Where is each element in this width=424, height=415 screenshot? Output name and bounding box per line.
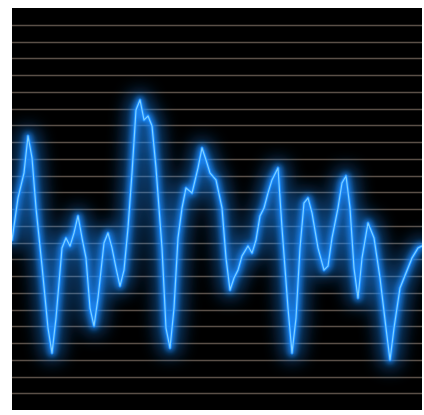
waveform-canvas bbox=[12, 8, 422, 410]
waveform-trace bbox=[12, 91, 422, 369]
wave-core bbox=[12, 99, 422, 361]
waveform-image bbox=[12, 8, 422, 410]
